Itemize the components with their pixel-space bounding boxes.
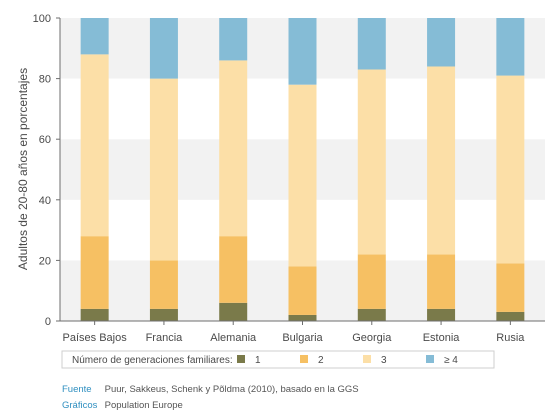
graphics-line: Gráficos Population Europe [62, 400, 183, 411]
axes-group: 0 20 40 60 80 100 Países Bajos Francia Alemania B… [33, 13, 545, 344]
bar-segment [149, 260, 178, 309]
bar-segment [427, 254, 456, 309]
legend-label: ≥ 4 [444, 355, 458, 366]
y-tick-label: 40 [39, 195, 51, 207]
bar-segment [357, 18, 386, 70]
legend-label: 2 [318, 355, 324, 366]
legend-swatch [237, 355, 245, 363]
legend-swatch [363, 355, 371, 363]
y-tick-label: 20 [39, 255, 51, 267]
bar-segment [427, 66, 456, 255]
x-tick-label: Alemania [210, 332, 257, 344]
bar-segment [496, 311, 525, 321]
bar-segment [288, 18, 317, 85]
bar-segment [219, 60, 248, 237]
legend: Número de generaciones familiares: 1 2 3 ≥ … [61, 350, 495, 369]
x-tick-label: Países Bajos [63, 332, 128, 344]
graphics-text: Population Europe [104, 400, 183, 411]
bar-segment [357, 254, 386, 309]
bar-segment [149, 18, 178, 79]
legend-swatch [300, 355, 308, 363]
bar-segment [357, 308, 386, 321]
bar-segment [219, 302, 248, 321]
bar-segment [496, 263, 525, 312]
bar-segment [80, 236, 109, 309]
y-tick-label: 80 [39, 74, 51, 86]
bar-segment [288, 84, 317, 267]
y-tick-label: 60 [39, 134, 51, 146]
y-tick-label: 0 [45, 316, 51, 328]
legend-title: Número de generaciones familiares: [72, 355, 233, 366]
y-axis-title: Adultos de 20-80 años en porcentajes [16, 68, 30, 270]
legend-label: 1 [255, 355, 261, 366]
source-label: Fuente [62, 384, 92, 395]
bar-segment [149, 308, 178, 321]
x-tick-label: Bulgaria [282, 332, 323, 344]
bar-segment [149, 78, 178, 261]
source-text: Puur, Sakkeus, Schenk y Põldma (2010), b… [104, 384, 359, 395]
bar-segment [357, 69, 386, 255]
bar-segment [288, 266, 317, 315]
bar-segment [80, 54, 109, 237]
legend-label: 3 [381, 355, 387, 366]
bar-segment [427, 18, 456, 67]
bar-segment [80, 308, 109, 321]
legend-box [61, 350, 495, 369]
bar-segment [496, 75, 525, 264]
bar-segment [219, 236, 248, 303]
bar-segment [80, 18, 109, 55]
bar-segment [496, 18, 525, 76]
bar-segment [219, 18, 248, 61]
x-tick-label: Estonia [423, 332, 461, 344]
y-tick-label: 100 [33, 13, 51, 25]
x-tick-label: Francia [146, 332, 184, 344]
x-tick-label: Georgia [352, 332, 392, 344]
bars-group [80, 18, 525, 321]
bar-segment [427, 308, 456, 321]
x-tick-label: Rusia [496, 332, 525, 344]
legend-swatch [426, 355, 434, 363]
graphics-label: Gráficos [62, 400, 98, 411]
bar-segment [288, 314, 317, 321]
source-line: Fuente Puur, Sakkeus, Schenk y Põldma (2… [62, 384, 359, 395]
